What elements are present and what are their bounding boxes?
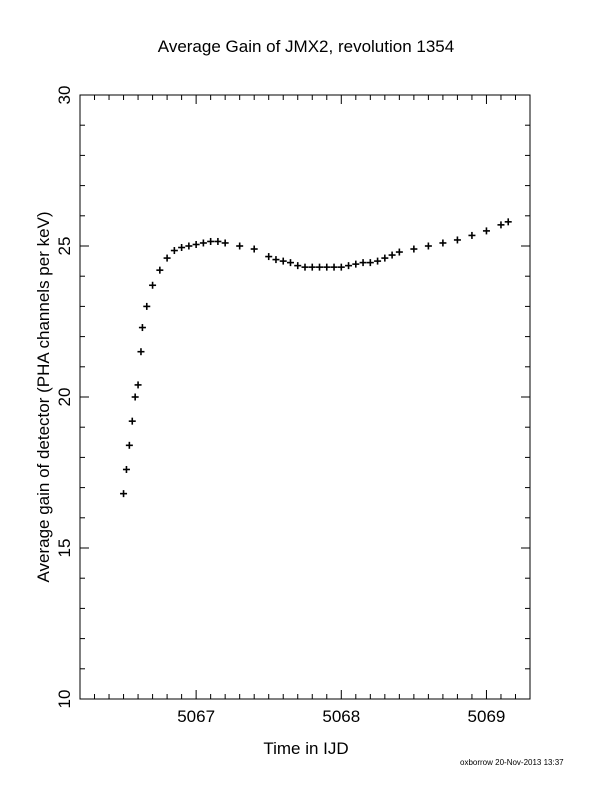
y-tick-label: 30 [55, 86, 74, 105]
data-point [345, 262, 353, 270]
chart-title: Average Gain of JMX2, revolution 1354 [158, 37, 454, 56]
data-point [497, 221, 505, 229]
data-point [199, 239, 207, 247]
data-point [482, 227, 490, 235]
data-point [286, 259, 294, 267]
data-point [170, 247, 178, 255]
data-point [134, 381, 142, 389]
axis-ticks [79, 94, 531, 700]
data-point [120, 490, 128, 498]
data-point [366, 259, 374, 267]
data-point [236, 242, 244, 250]
y-tick-label: 15 [55, 539, 74, 558]
data-point [185, 242, 193, 250]
data-point [388, 251, 396, 259]
y-tick-label: 20 [55, 388, 74, 407]
data-point [250, 245, 258, 253]
data-point [207, 237, 215, 245]
data-point [453, 236, 461, 244]
data-point [504, 218, 512, 226]
plot-frame [79, 94, 531, 700]
x-tick-label: 5069 [468, 707, 506, 726]
x-tick-label: 5068 [322, 707, 360, 726]
data-point [279, 257, 287, 265]
data-point [330, 263, 338, 271]
data-point [410, 245, 418, 253]
data-point [374, 257, 382, 265]
data-point [149, 281, 157, 289]
data-point [192, 240, 200, 248]
data-point [221, 239, 229, 247]
data-point [214, 237, 222, 245]
data-point [143, 302, 151, 310]
data-point [352, 260, 360, 268]
data-point [137, 348, 145, 356]
data-point [381, 254, 389, 262]
data-point [439, 239, 447, 247]
data-point [131, 393, 139, 401]
axis-tick-labels: 10 15 20 25 30 5067 5068 5069 [55, 86, 505, 726]
data-point [323, 263, 331, 271]
data-point [265, 253, 273, 261]
x-axis-label: Time in IJD [263, 739, 348, 758]
data-point [424, 242, 432, 250]
data-point [316, 263, 324, 271]
data-point [337, 263, 345, 271]
data-point [178, 244, 186, 252]
data-point [301, 263, 309, 271]
footer-credit: oxborrow 20-Nov-2013 13:37 [460, 758, 564, 767]
data-point [395, 248, 403, 256]
x-tick-label: 5067 [177, 707, 215, 726]
data-point [359, 259, 367, 267]
data-point [163, 254, 171, 262]
data-point [122, 465, 130, 473]
y-tick-label: 10 [55, 690, 74, 709]
y-axis-label: Average gain of detector (PHA channels p… [34, 211, 53, 582]
data-point [128, 417, 136, 425]
y-tick-label: 25 [55, 237, 74, 256]
data-point [156, 266, 164, 274]
data-point [138, 324, 146, 332]
data-point [294, 262, 302, 270]
data-point [468, 231, 476, 239]
data-point [125, 441, 133, 449]
data-point [308, 263, 316, 271]
data-series [120, 218, 512, 498]
data-point [272, 256, 280, 264]
